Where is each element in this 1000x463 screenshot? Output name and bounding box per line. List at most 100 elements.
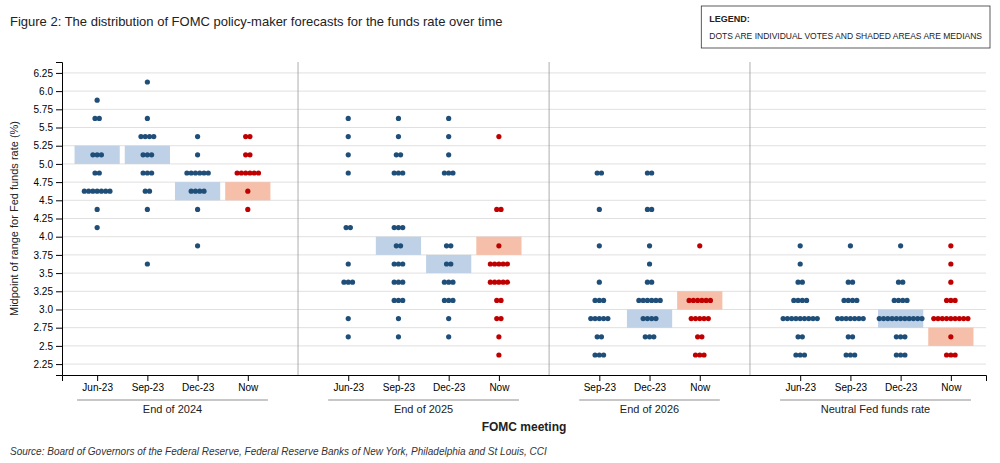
y-tick-label: 5.0 xyxy=(39,159,53,170)
legend-text: DOTS ARE INDIVIDUAL VOTES AND SHADED ARE… xyxy=(709,31,982,41)
y-tick-mark xyxy=(56,182,62,183)
y-tick-label: 4.5 xyxy=(39,195,53,206)
grid-line xyxy=(62,72,986,73)
vote-dot xyxy=(852,352,857,357)
vote-dot xyxy=(601,352,606,357)
vote-dot xyxy=(651,334,656,339)
x-tick: Dec-23 xyxy=(182,375,215,393)
y-tick: 5.75 xyxy=(34,104,62,115)
y-tick: 4.0 xyxy=(39,231,62,242)
grid-line xyxy=(62,273,986,274)
y-tick-label: 5.75 xyxy=(34,104,54,115)
vote-dot xyxy=(149,170,154,175)
x-tick-mark xyxy=(901,375,902,381)
group-bracket xyxy=(328,400,519,401)
vote-dot xyxy=(450,298,455,303)
vote-dot xyxy=(256,170,261,175)
y-tick-label: 4.0 xyxy=(39,231,53,242)
x-tick: Now xyxy=(238,375,259,393)
y-tick: 3.25 xyxy=(34,286,62,297)
separators xyxy=(298,62,750,375)
grid xyxy=(62,73,986,364)
vote-dot xyxy=(965,316,970,321)
vote-dot xyxy=(346,152,351,157)
grid-line xyxy=(62,109,986,110)
y-tick: 6.25 xyxy=(34,68,62,79)
vote-dot xyxy=(919,316,924,321)
x-tick-mark xyxy=(147,375,148,381)
vote-dot xyxy=(400,170,405,175)
vote-dot xyxy=(804,298,809,303)
y-tick-label: 2.5 xyxy=(39,341,53,352)
vote-dot xyxy=(505,280,510,285)
x-tick-mark xyxy=(599,375,600,381)
vote-dot xyxy=(95,207,100,212)
x-tick-mark xyxy=(951,375,952,381)
vote-dot xyxy=(446,134,451,139)
group-label: End of 2024 xyxy=(143,403,202,415)
vote-dot xyxy=(145,207,150,212)
vote-dot xyxy=(850,280,855,285)
y-tick: 2.5 xyxy=(39,341,62,352)
x-tick-mark xyxy=(398,375,399,381)
vote-dot xyxy=(147,189,152,194)
vote-dot xyxy=(850,334,855,339)
median-band xyxy=(476,237,521,255)
vote-dot xyxy=(446,334,451,339)
x-tick: Jun-23 xyxy=(785,375,816,393)
vote-dot xyxy=(498,298,503,303)
x-axis: Jun-23 Sep-23 Dec-23 Now Jun-23 Sep-23 Dec-23 N… xyxy=(63,375,987,393)
x-tick-mark xyxy=(248,375,249,381)
y-tick-label: 3.75 xyxy=(34,250,54,261)
vote-dot xyxy=(647,243,652,248)
vote-dot xyxy=(195,243,200,248)
vote-dot xyxy=(599,170,604,175)
grid-line xyxy=(62,254,986,255)
median-band xyxy=(175,182,220,200)
group-bracket xyxy=(77,400,268,401)
y-tick: 2.25 xyxy=(34,359,62,370)
y-tick-mark xyxy=(56,219,62,220)
vote-dot xyxy=(948,243,953,248)
vote-dot xyxy=(948,280,953,285)
y-tick-mark xyxy=(56,255,62,256)
grid-line xyxy=(62,364,986,365)
x-tick: Sep-23 xyxy=(584,375,617,393)
x-tick: Dec-23 xyxy=(634,375,667,393)
x-tick-label: Jun-23 xyxy=(82,382,113,393)
vote-dot xyxy=(206,170,211,175)
y-tick-label: 4.25 xyxy=(34,213,54,224)
grid-line xyxy=(62,236,986,237)
x-tick-label: Dec-23 xyxy=(433,382,466,393)
median-band xyxy=(75,146,120,164)
vote-dot xyxy=(900,280,905,285)
x-tick: Dec-23 xyxy=(433,375,466,393)
y-tick: 5.25 xyxy=(34,140,62,151)
vote-dot xyxy=(400,280,405,285)
x-tick: Now xyxy=(690,375,711,393)
vote-dot xyxy=(848,243,853,248)
x-tick-label: Now xyxy=(690,382,711,393)
y-tick-label: 5.5 xyxy=(39,122,53,133)
y-tick-label: 6.0 xyxy=(39,86,53,97)
x-tick-mark xyxy=(348,375,349,381)
vote-dot xyxy=(97,116,102,121)
grid-line xyxy=(62,309,986,310)
y-tick-mark xyxy=(56,200,62,201)
vote-dot xyxy=(247,134,252,139)
vote-dot xyxy=(653,316,658,321)
vote-dot xyxy=(798,261,803,266)
vote-dot xyxy=(450,280,455,285)
vote-dot xyxy=(195,152,200,157)
vote-dot xyxy=(396,334,401,339)
y-axis-title: Midpoint of range for Fed funds rate (%) xyxy=(8,121,20,316)
grid-line xyxy=(62,163,986,164)
vote-dot xyxy=(800,280,805,285)
x-tick: Dec-23 xyxy=(885,375,918,393)
vote-dot xyxy=(145,116,150,121)
x-tick: Sep-23 xyxy=(132,375,165,393)
vote-dot xyxy=(346,116,351,121)
y-tick: 3.0 xyxy=(39,304,62,315)
vote-dot xyxy=(902,352,907,357)
legend: LEGEND:DOTS ARE INDIVIDUAL VOTES AND SHA… xyxy=(701,6,990,48)
